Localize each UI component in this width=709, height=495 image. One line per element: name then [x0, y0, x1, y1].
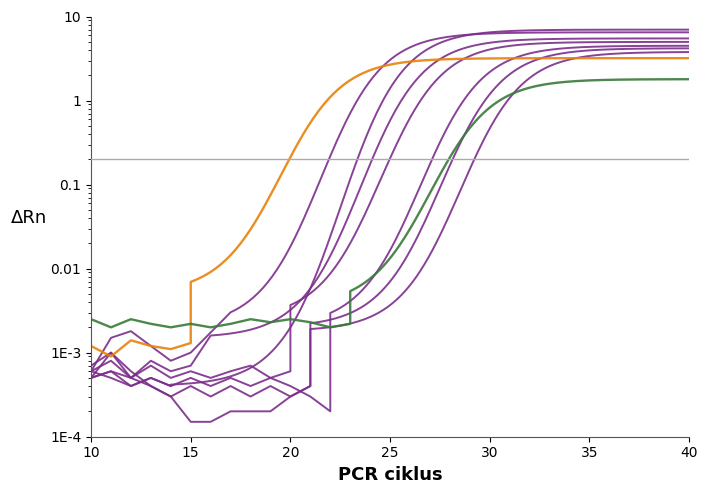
X-axis label: PCR ciklus: PCR ciklus [337, 466, 442, 484]
Y-axis label: ΔRn: ΔRn [11, 208, 48, 227]
